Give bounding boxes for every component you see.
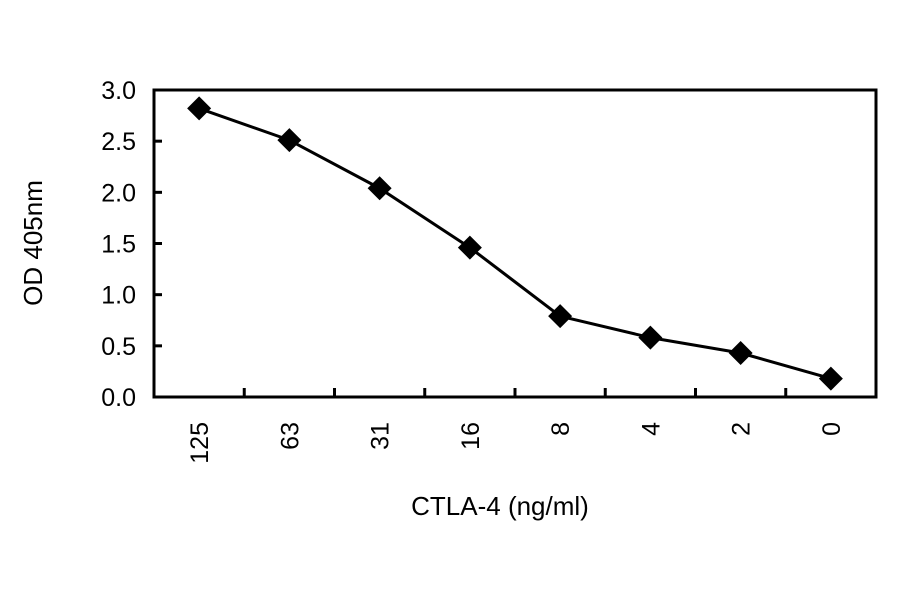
y-tick-label: 3.0 [101,77,136,105]
diamond-marker [638,325,663,350]
x-tick-label: 125 [186,422,214,464]
x-tick-label: 63 [276,422,304,450]
series-markers [187,96,843,391]
diamond-marker [548,304,573,329]
series-line [198,107,832,381]
diamond-marker [457,235,482,260]
x-tick-label: 2 [728,422,756,436]
y-tick-label: 2.5 [101,128,136,156]
x-tick-label: 0 [818,422,846,436]
y-tick-label: 1.0 [101,282,136,310]
y-axis-ticks: 0.0 0.5 1.0 1.5 2.0 2.5 3.0 [101,77,162,412]
plot-frame [152,88,878,399]
y-tick-label: 0.5 [101,333,136,361]
y-tick-label: 0.0 [101,384,136,412]
x-axis-ticks: 125 63 31 16 8 4 2 0 [186,388,846,464]
x-tick-label: 4 [637,422,665,436]
diamond-marker [728,340,753,365]
y-tick-label: 1.5 [101,231,136,259]
diamond-marker [187,96,212,121]
x-tick-label: 16 [457,422,485,450]
x-tick-label: 31 [367,422,395,450]
diamond-marker [367,176,392,201]
y-axis-title: OD 405nm [18,180,48,306]
diamond-marker [818,366,843,391]
y-tick-label: 2.0 [101,179,136,207]
x-axis-title: CTLA-4 (ng/ml) [411,491,589,521]
diamond-marker [277,128,302,153]
x-tick-label: 8 [547,422,575,436]
